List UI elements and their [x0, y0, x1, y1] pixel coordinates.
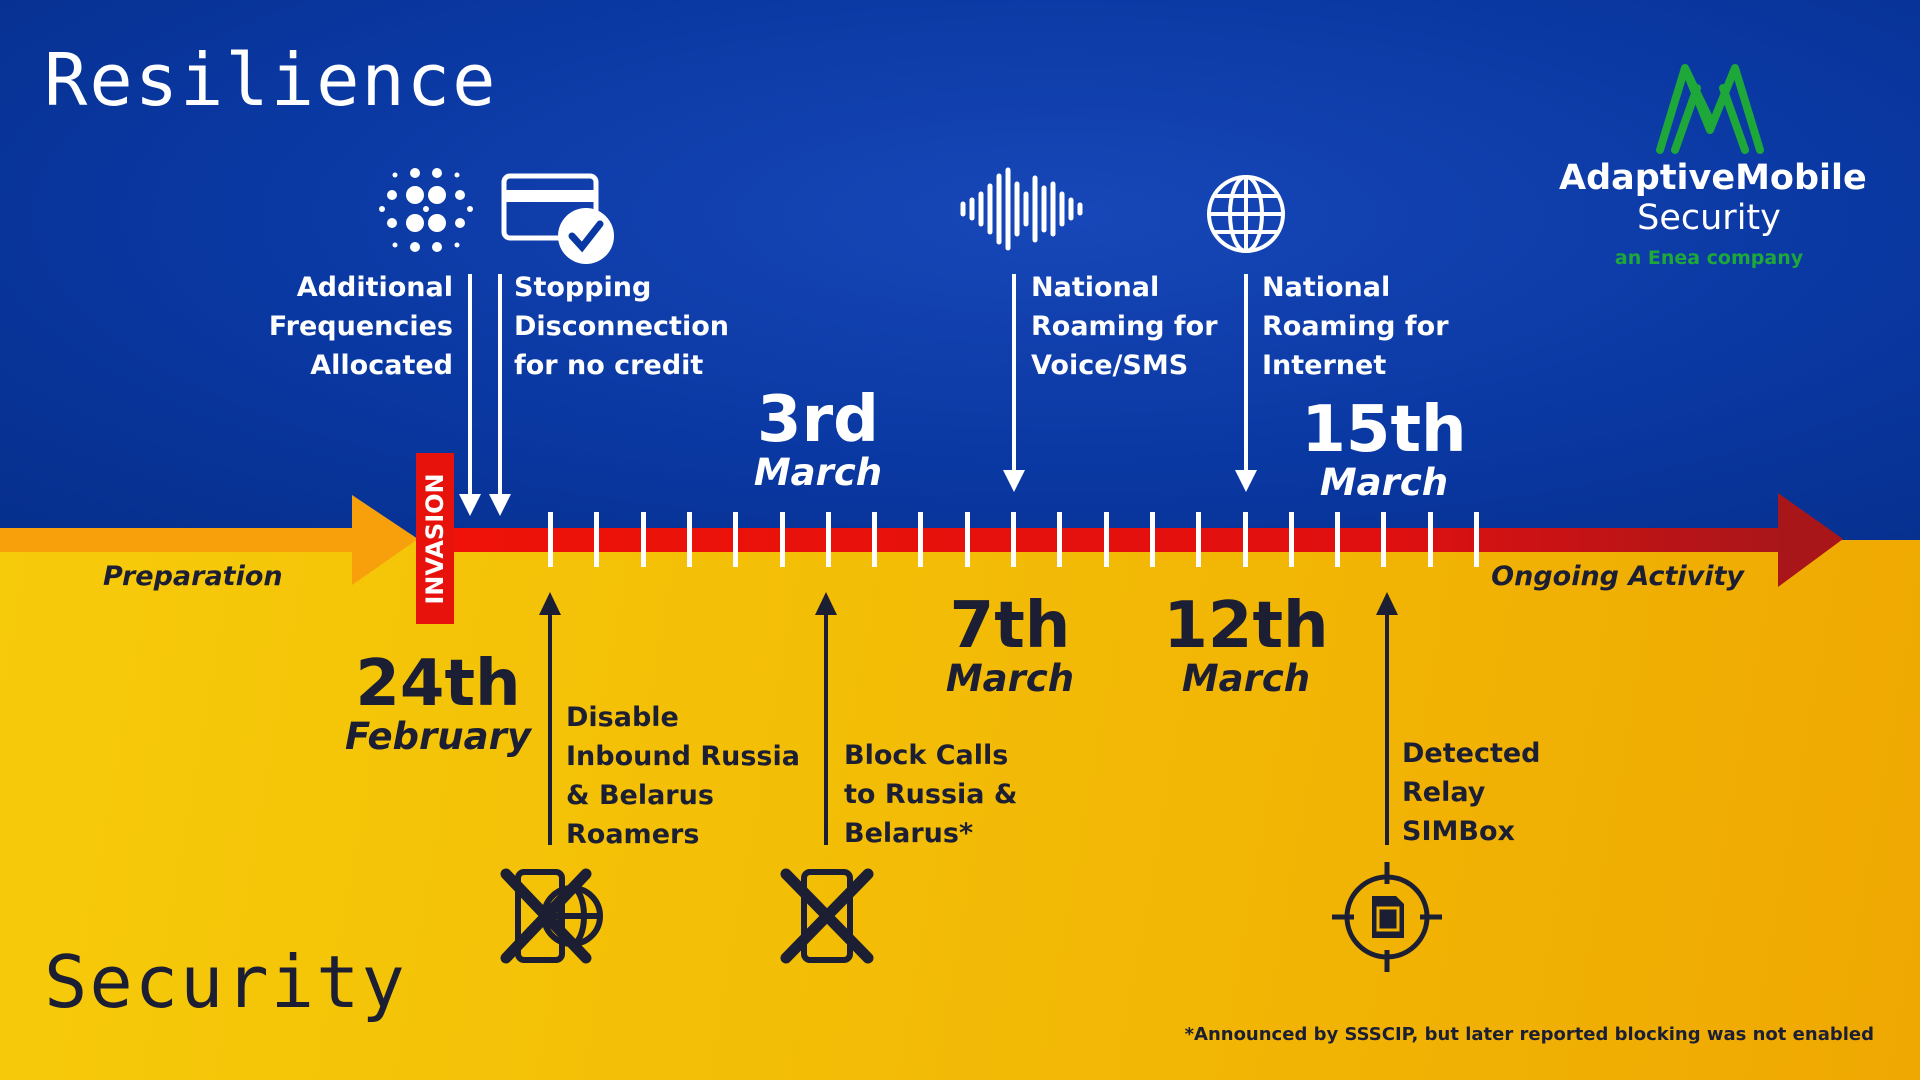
logo-tagline: an Enea company: [1614, 247, 1804, 269]
invasion-box: INVASION: [416, 453, 454, 624]
credit-card-check-icon: [501, 173, 614, 264]
phone-blocked-icon: [780, 868, 874, 964]
globe-icon: [1207, 175, 1285, 253]
date-24-february: 24th February: [345, 647, 531, 758]
timeline-tick: [1288, 512, 1294, 567]
event-stopping-disconnection: Stopping Disconnection for no credit: [514, 272, 729, 381]
event-additional-frequencies: Additional Frequencies Allocated: [268, 272, 453, 381]
logo-sub: Security: [1637, 198, 1781, 238]
timeline-tick: [1057, 512, 1063, 567]
timeline-tick: [686, 512, 692, 567]
event-disable-inbound-roamers: Disable Inbound Russia & Belarus Roamers: [566, 702, 800, 850]
preparation-bar: [0, 528, 360, 552]
date-12-march: 12th March: [1163, 589, 1329, 700]
timeline-tick: [1196, 512, 1202, 567]
date-7-march: 7th March: [945, 589, 1075, 700]
resilience-title: Resilience: [44, 38, 498, 122]
event-roaming-voice-sms: National Roaming for Voice/SMS: [1031, 272, 1218, 381]
yellow-background: [0, 540, 1920, 1080]
timeline-tick: [872, 512, 878, 567]
date-3-march: 3rd March: [753, 383, 883, 494]
timeline-tick: [1011, 512, 1016, 567]
timeline-tick: [918, 512, 924, 567]
preparation-label: Preparation: [103, 561, 283, 592]
timeline-tick: [1149, 512, 1155, 567]
timeline-tick: [964, 512, 970, 567]
timeline-tick: [1103, 512, 1109, 567]
timeline-tick: [779, 512, 785, 567]
timeline-tick: [1474, 512, 1479, 567]
timeline-tick: [548, 512, 553, 567]
timeline-tick: [825, 512, 831, 567]
timeline-bar: [450, 528, 1790, 552]
date-15-march: 15th March: [1301, 393, 1467, 504]
event-detected-simbox: Detected Relay SIMBox: [1402, 738, 1541, 847]
frequency-dots-icon: [379, 168, 473, 252]
timeline-tick: [1427, 512, 1433, 567]
footnote: *Announced by SSSCIP, but later reported…: [1184, 1024, 1874, 1045]
timeline-arrows: [0, 493, 1843, 587]
timeline-tick: [594, 512, 600, 567]
logo-name: AdaptiveMobile: [1559, 158, 1867, 198]
event-block-calls: Block Calls to Russia & Belarus*: [844, 740, 1018, 849]
timeline-tick: [733, 512, 739, 567]
timeline-tick: [1242, 512, 1248, 567]
phone-blocked-globe-icon: [500, 868, 603, 964]
blue-background: [0, 0, 1920, 540]
sound-wave-icon: [960, 167, 1083, 251]
ongoing-activity-label: Ongoing Activity: [1491, 561, 1744, 592]
sim-target-icon: [1332, 862, 1442, 972]
timeline-tick: [1381, 512, 1387, 567]
preparation-arrowhead: [352, 495, 418, 585]
adaptivemobile-logo-icon: [1656, 64, 1764, 154]
event-roaming-internet: National Roaming for Internet: [1262, 272, 1449, 381]
security-title: Security: [44, 940, 407, 1024]
timeline-arrowhead: [1778, 493, 1843, 587]
timeline-tick: [1335, 512, 1341, 567]
timeline-tick: [640, 512, 646, 567]
